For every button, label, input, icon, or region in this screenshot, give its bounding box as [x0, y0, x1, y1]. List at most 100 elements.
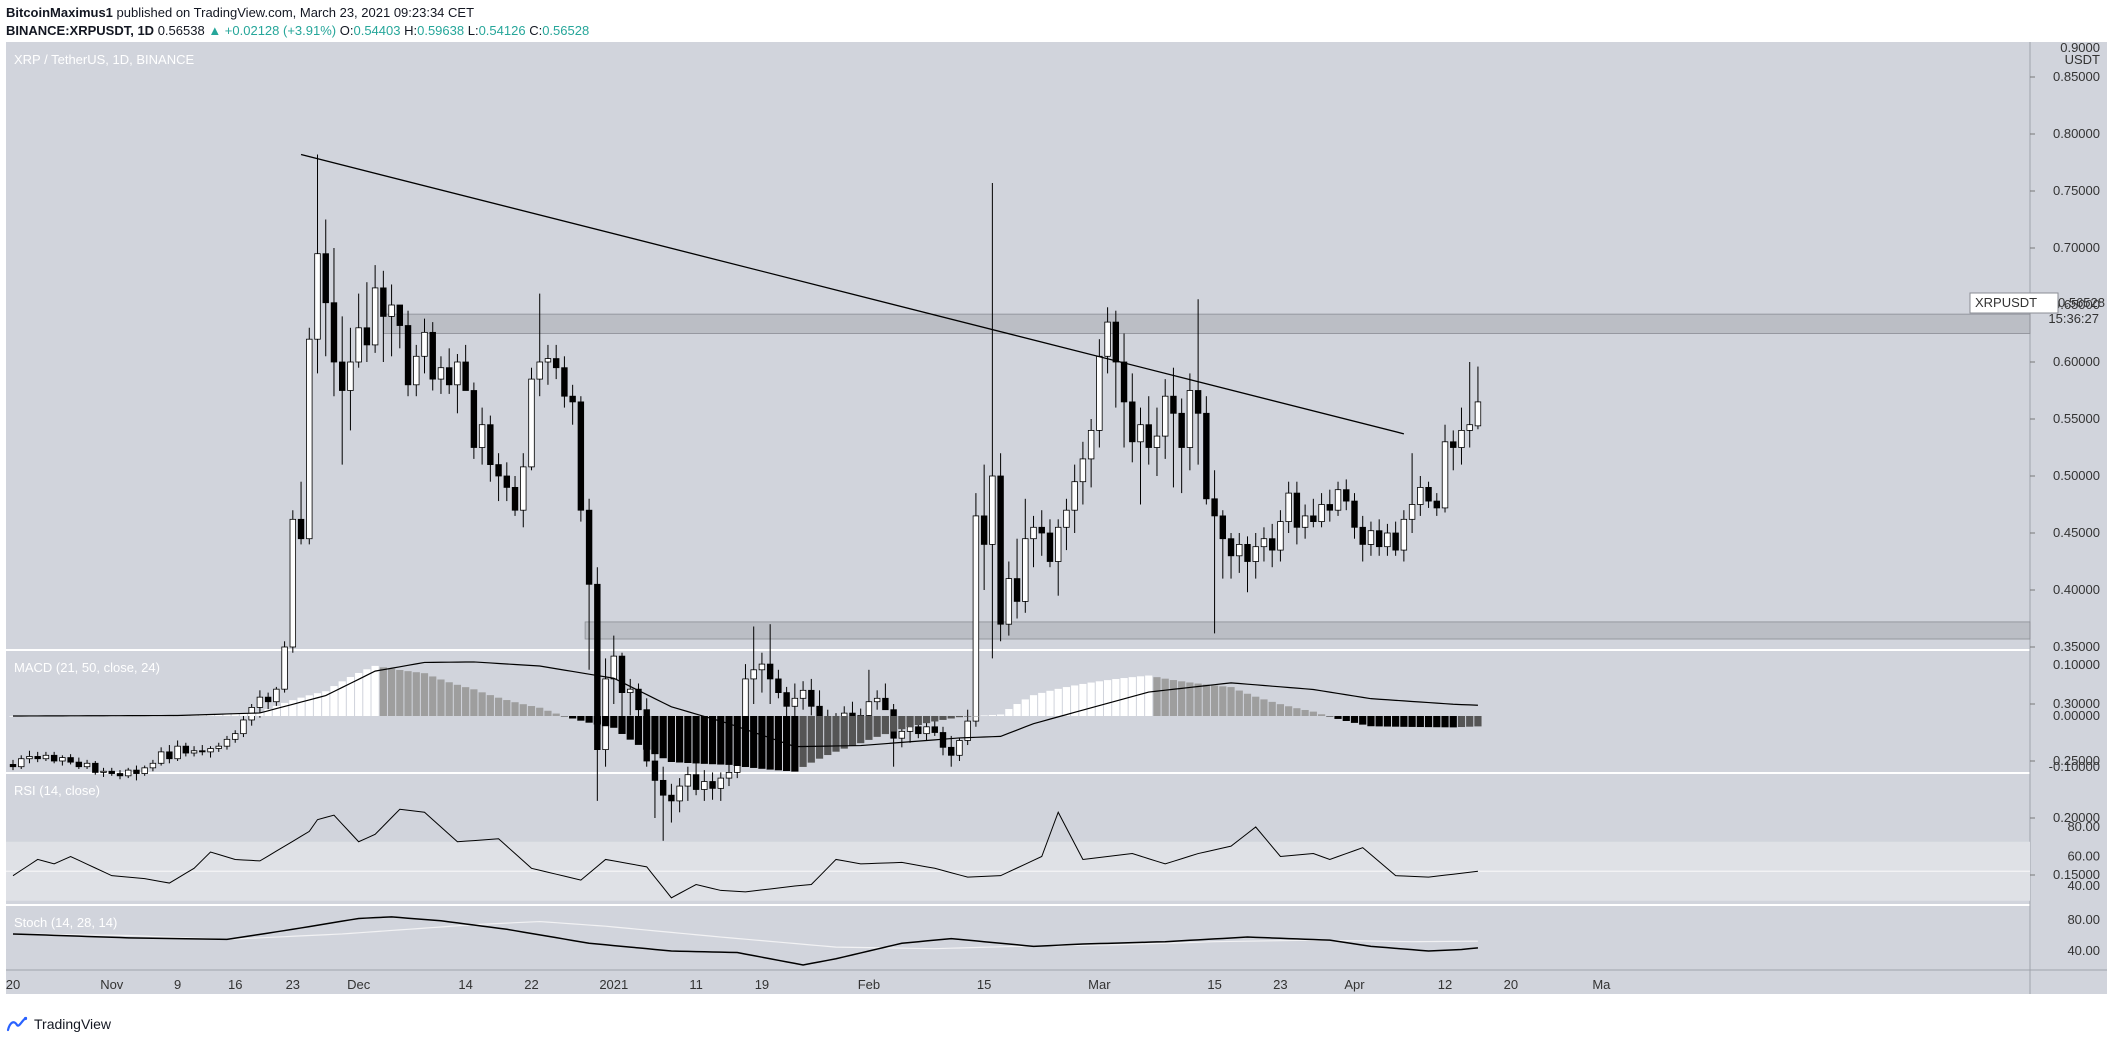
candle-body[interactable]	[882, 697, 889, 711]
candle-body[interactable]	[873, 697, 881, 703]
candle-body[interactable]	[157, 751, 165, 764]
stoch-pane-background[interactable]	[6, 906, 2030, 970]
candle-body[interactable]	[972, 515, 980, 722]
price-label-group[interactable]: XRPUSDT 0.56528 15:36:27	[1969, 292, 2105, 326]
candle-body[interactable]	[701, 781, 708, 790]
candle-body[interactable]	[1408, 504, 1416, 520]
candle-body[interactable]	[437, 367, 445, 380]
candle-body[interactable]	[141, 767, 148, 774]
candle-body[interactable]	[26, 756, 33, 760]
candle-body[interactable]	[1129, 401, 1136, 443]
candle-body[interactable]	[569, 395, 576, 403]
candle-body[interactable]	[865, 701, 873, 716]
candle-body[interactable]	[808, 689, 815, 707]
candle-body[interactable]	[1153, 435, 1161, 448]
candle-body[interactable]	[470, 390, 478, 448]
candle-body[interactable]	[232, 733, 239, 740]
candle-body[interactable]	[1277, 521, 1284, 551]
candle-body[interactable]	[503, 475, 510, 488]
candle-body[interactable]	[923, 726, 930, 735]
candle-body[interactable]	[1219, 515, 1227, 540]
candle-body[interactable]	[1063, 509, 1070, 528]
candle-body[interactable]	[1022, 538, 1029, 602]
candle-body[interactable]	[421, 331, 428, 357]
candle-body[interactable]	[1367, 530, 1375, 545]
candle-body[interactable]	[717, 777, 724, 789]
candle-body[interactable]	[1170, 395, 1177, 414]
candle-body[interactable]	[635, 688, 642, 711]
candle-body[interactable]	[322, 253, 329, 304]
candle-body[interactable]	[602, 678, 609, 750]
candle-body[interactable]	[1055, 526, 1062, 562]
candle-body[interactable]	[520, 466, 527, 511]
candle-body[interactable]	[42, 754, 50, 760]
candle-body[interactable]	[59, 757, 66, 762]
candle-body[interactable]	[1450, 441, 1457, 448]
candle-body[interactable]	[725, 772, 733, 779]
candle-body[interactable]	[338, 361, 346, 391]
candle-body[interactable]	[511, 486, 519, 511]
candle-body[interactable]	[1013, 578, 1021, 602]
candle-body[interactable]	[50, 754, 58, 762]
candle-body[interactable]	[1400, 518, 1408, 551]
candle-body[interactable]	[651, 760, 659, 781]
price-axis[interactable]: 0.85000 0.80000 0.75000 0.70000 0.65000 0.600…	[2030, 69, 2100, 958]
main-pane-background[interactable]	[6, 42, 2030, 649]
candle-body[interactable]	[1038, 526, 1045, 534]
candle-body[interactable]	[273, 688, 280, 703]
candle-body[interactable]	[182, 745, 190, 754]
candle-body[interactable]	[75, 761, 83, 768]
candle-body[interactable]	[83, 762, 91, 768]
candle-body[interactable]	[454, 361, 461, 386]
candle-body[interactable]	[577, 401, 585, 511]
candle-body[interactable]	[1260, 538, 1268, 548]
candle-body[interactable]	[659, 779, 667, 796]
candle-body[interactable]	[1145, 424, 1152, 448]
candle-body[interactable]	[1375, 530, 1383, 548]
candle-body[interactable]	[1178, 412, 1185, 448]
candle-body[interactable]	[585, 509, 593, 585]
candle-body[interactable]	[1318, 504, 1325, 523]
candle-body[interactable]	[1096, 355, 1103, 431]
candle-body[interactable]	[1005, 578, 1013, 625]
candle-body[interactable]	[125, 769, 132, 777]
candle-body[interactable]	[1301, 515, 1309, 528]
candle-body[interactable]	[594, 583, 601, 750]
price-axis-background[interactable]	[2030, 42, 2107, 994]
candle-body[interactable]	[495, 464, 502, 477]
candle-body[interactable]	[816, 705, 823, 719]
candle-body[interactable]	[215, 745, 222, 749]
candle-body[interactable]	[676, 785, 683, 802]
candle-body[interactable]	[9, 764, 17, 768]
candle-body[interactable]	[92, 762, 99, 773]
candle-body[interactable]	[487, 424, 494, 466]
candle-body[interactable]	[791, 697, 799, 707]
candle-body[interactable]	[240, 719, 247, 735]
candle-body[interactable]	[396, 304, 404, 326]
descending-trendline[interactable]	[300, 153, 1405, 435]
candle-body[interactable]	[1079, 458, 1087, 483]
candle-body[interactable]	[627, 688, 634, 693]
candle-body[interactable]	[18, 758, 25, 768]
candle-body[interactable]	[1162, 395, 1169, 437]
candle-body[interactable]	[750, 669, 757, 680]
candle-body[interactable]	[116, 773, 124, 777]
candle-body[interactable]	[289, 518, 297, 648]
author-name[interactable]: BitcoinMaximus1	[6, 5, 113, 20]
candle-body[interactable]	[1112, 321, 1120, 363]
candle-body[interactable]	[980, 515, 988, 545]
candle-body[interactable]	[758, 663, 766, 671]
candle-body[interactable]	[1071, 481, 1078, 511]
candle-body[interactable]	[314, 253, 321, 340]
candle-body[interactable]	[330, 302, 338, 363]
candle-body[interactable]	[948, 746, 955, 756]
candle-body[interactable]	[371, 287, 379, 346]
candle-body[interactable]	[413, 355, 420, 386]
candle-body[interactable]	[264, 696, 272, 703]
time-axis-background[interactable]	[6, 970, 2030, 994]
candle-body[interactable]	[1104, 321, 1111, 357]
candle-body[interactable]	[997, 475, 1004, 625]
candle-body[interactable]	[1326, 504, 1333, 511]
candle-body[interactable]	[199, 750, 206, 753]
candle-body[interactable]	[898, 730, 906, 739]
